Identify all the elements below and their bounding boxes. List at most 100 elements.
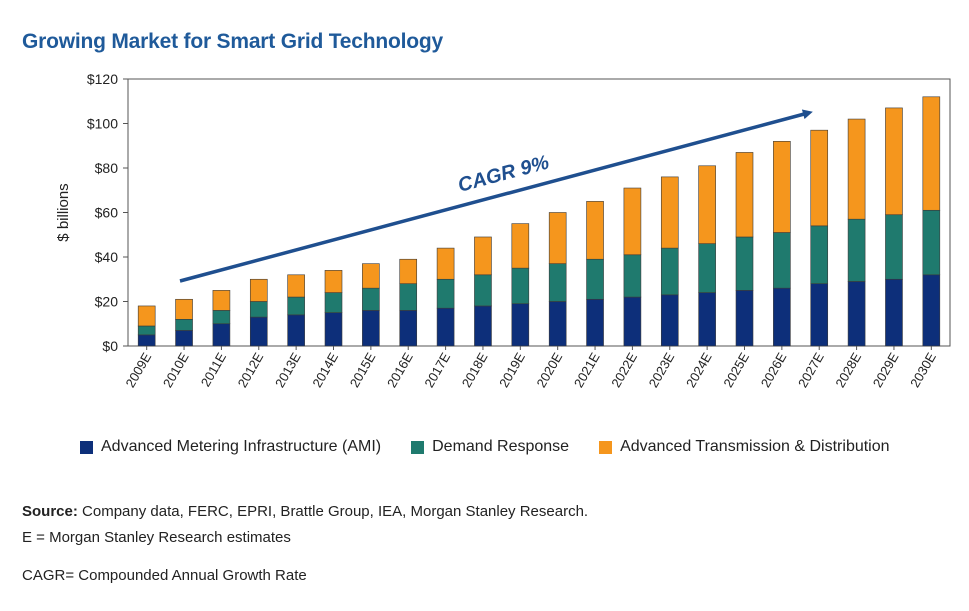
bar-ami (660, 294, 679, 347)
bar-demand-response (847, 218, 866, 282)
bar-demand-response (660, 247, 679, 296)
legend-item-transmission: Advanced Transmission & Distribution (599, 438, 890, 456)
bar-ami (511, 303, 530, 347)
legend-swatch-ami (80, 440, 93, 454)
bar-demand-response (137, 325, 156, 336)
legend-item-ami: Advanced Metering Infrastructure (AMI) (80, 438, 381, 456)
bar-transmission (623, 187, 642, 256)
legend-label-ami: Advanced Metering Infrastructure (AMI) (101, 438, 382, 455)
bar-demand-response (885, 214, 903, 280)
x-tick-label: 2012E (235, 350, 267, 390)
y-axis-label: $ billions (55, 183, 72, 241)
y-tick-label: $120 (87, 71, 118, 87)
bar-demand-response (474, 274, 492, 307)
bar-transmission (922, 96, 941, 211)
x-tick-label: 2018E (459, 350, 491, 390)
bar-ami (623, 296, 642, 347)
source-line: Source: Company data, FERC, EPRI, Brattl… (22, 503, 588, 520)
y-tick-label: $40 (95, 249, 119, 265)
bar-demand-response (399, 283, 418, 311)
bar-demand-response (362, 287, 380, 311)
bar-transmission (362, 263, 380, 289)
bar-transmission (212, 290, 231, 311)
bar-transmission (885, 107, 903, 216)
cagr-arrow (179, 109, 813, 283)
bar-ami (810, 283, 829, 347)
x-tick-label: 2016E (384, 350, 416, 390)
bar-ami (885, 278, 903, 347)
y-tick-label: $80 (95, 160, 119, 176)
y-tick-label: $0 (102, 338, 118, 354)
bar-demand-response (810, 225, 829, 285)
x-tick-label: 2022E (608, 350, 640, 390)
x-tick-label: 2028E (832, 350, 864, 390)
bar-transmission (324, 270, 343, 293)
bar-demand-response (436, 278, 455, 309)
x-tick-label: 2021E (571, 350, 603, 390)
chart-title: Growing Market for Smart Grid Technology (22, 30, 443, 53)
bar-transmission (399, 258, 418, 285)
bar-transmission (735, 152, 754, 238)
bar-transmission (249, 278, 268, 302)
bar-ami (847, 281, 866, 347)
bar-demand-response (548, 263, 567, 302)
bar-ami (287, 314, 305, 347)
x-tick-label: 2014E (309, 350, 341, 390)
bar-demand-response (623, 254, 642, 298)
x-tick-label: 2013E (272, 350, 304, 390)
x-tick-label: 2015E (347, 350, 379, 390)
bar-transmission (698, 165, 716, 244)
bar-demand-response (249, 301, 268, 318)
bar-demand-response (586, 258, 604, 300)
bar-demand-response (922, 209, 941, 276)
legend-label-transmission: Advanced Transmission & Distribution (620, 438, 890, 455)
x-tick-label: 2027E (795, 350, 827, 390)
bar-ami (137, 334, 156, 347)
bar-ami (175, 330, 193, 347)
bar-demand-response (735, 236, 754, 291)
x-tick-label: 2019E (496, 350, 528, 390)
bar-demand-response (212, 310, 231, 325)
bar-ami (474, 305, 492, 347)
bar-transmission (548, 212, 567, 264)
bar-ami (586, 298, 604, 347)
legend-swatch-transmission (599, 440, 613, 454)
bar-transmission (773, 141, 791, 233)
bar-demand-response (175, 318, 193, 331)
cagr-note: CAGR= Compounded Annual Growth Rate (22, 567, 307, 584)
bar-transmission (511, 223, 530, 269)
x-tick-label: 2024E (683, 350, 715, 390)
cagr-annotation: CAGR 9% (456, 151, 552, 196)
x-tick-label: 2023E (646, 350, 678, 390)
legend-item-demand-response: Demand Response (411, 438, 569, 456)
x-tick-label: 2026E (758, 350, 790, 390)
bar-ami (362, 310, 380, 347)
bar-ami (324, 312, 343, 347)
bar-transmission (287, 274, 305, 298)
bar-ami (773, 287, 791, 347)
bar-transmission (660, 176, 679, 249)
bar-ami (735, 290, 754, 347)
y-tick-label: $60 (95, 205, 119, 221)
legend-swatch-demand-response (411, 440, 425, 454)
bar-transmission (474, 236, 492, 276)
bar-demand-response (773, 232, 791, 289)
source-text: Company data, FERC, EPRI, Brattle Group,… (77, 503, 589, 520)
bar-demand-response (511, 267, 530, 305)
y-tick-label: $20 (95, 294, 119, 310)
x-tick-label: 2029E (870, 350, 902, 390)
x-tick-label: 2010E (160, 350, 192, 390)
legend-label-demand-response: Demand Response (432, 438, 570, 455)
bar-demand-response (324, 292, 343, 313)
estimates-note: E = Morgan Stanley Research estimates (22, 529, 291, 546)
x-tick-label: 2009E (122, 350, 154, 390)
bar-transmission (586, 201, 604, 260)
x-tick-label: 2011E (198, 350, 229, 390)
bar-ami (698, 292, 716, 347)
bar-ami (212, 323, 231, 347)
bar-transmission (847, 118, 866, 220)
x-tick-label: 2025E (720, 350, 752, 390)
bar-ami (399, 310, 418, 347)
